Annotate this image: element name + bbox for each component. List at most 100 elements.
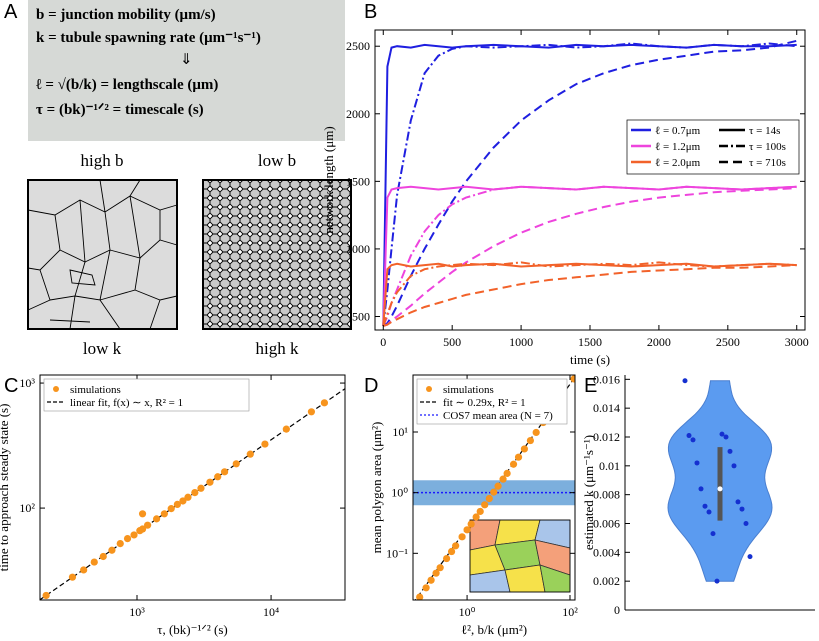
inset-cell [504,564,546,593]
axes-frame [39,374,346,601]
x-tick-label: 0 [380,335,386,349]
data-point [90,558,98,566]
line-series [382,262,797,326]
y-tick-label: 0 [614,603,620,617]
data-point [191,488,199,497]
data-point [476,507,484,516]
y-tick-label: 2500 [346,39,370,53]
inset-frame [469,519,571,593]
line-series [382,261,797,327]
y-tick-label: 0.006 [593,516,620,530]
data-point [307,408,316,416]
data-point [197,484,205,492]
data-point [698,486,704,492]
data-point [68,573,77,581]
image-caption: high b [81,151,124,170]
x-axis-label: time (s) [570,352,610,367]
data-point [714,578,720,584]
data-point [80,566,88,574]
y-axis-label: mean polygon area (μm²) [369,422,384,554]
image-caption: low k [83,339,122,358]
data-point [723,434,729,440]
x-axis-label: τ, (bk)⁻¹ᐟ² (s) [157,622,228,637]
line-series [382,264,797,327]
y-tick-label: 0.004 [593,545,620,559]
legend-label: ℓ = 2.0μm [655,157,701,169]
data-point [710,531,716,537]
y-tick-label: 10¹ [392,425,408,439]
y-tick-label: 0.008 [593,488,620,502]
data-point [452,542,460,550]
legend-label: fit ∼ 0.29x, R² = 1 [443,397,526,409]
data-point [436,564,444,572]
data-point [130,531,138,539]
data-point [432,569,440,577]
line-series [382,185,797,326]
x-tick-label: 10⁴ [263,605,279,619]
panel-label: E [584,375,597,397]
data-point [682,378,688,384]
data-point [503,469,511,477]
x-tick-label: 10⁰ [459,605,476,619]
data-point [138,510,147,518]
data-point [747,554,753,560]
legend-label: τ = 100s [749,141,786,153]
data-point [706,509,712,515]
definition: b = junction mobility (μm/s) [36,7,216,23]
panel-label: B [364,1,377,23]
data-point [246,450,254,458]
data-point [220,468,229,476]
y-tick-label: 0.002 [593,574,620,588]
data-point [282,425,290,433]
data-point [731,463,737,469]
y-tick-label: 0.012 [593,430,620,444]
data-point [173,500,181,509]
data-point [532,428,540,437]
axes-frame [374,29,806,331]
data-point [160,510,168,518]
y-tick-label: 10² [19,501,35,515]
data-point [184,493,192,501]
y-tick-label: 10³ [19,376,35,390]
x-tick-label: 2500 [716,335,740,349]
data-point [232,460,240,468]
legend-label: simulations [70,384,121,396]
data-point [509,460,518,468]
y-tick-label: 10⁻¹ [386,546,408,560]
y-axis-label: estimated k (μm⁻¹s⁻¹) [581,435,596,550]
data-point [472,513,480,521]
panel-label: A [4,1,18,23]
y-tick-label: 500 [352,309,370,323]
legend-label: COS7 mean area (N = 7) [443,410,553,422]
definition: ⇓ [180,52,193,68]
y-axis-label: time to approach steady state (s) [0,404,11,572]
axes-frame [412,374,576,601]
image-caption: low b [258,151,296,170]
y-tick-label: 1500 [346,174,370,188]
data-point [416,593,424,600]
y-tick-label: 0.01 [599,459,620,473]
panel-label: D [364,375,378,397]
x-axis-label: ℓ², b/k (μm²) [461,622,527,637]
x-tick-label: 500 [443,335,461,349]
legend-label: linear fit, f(x) ∼ x, R² = 1 [70,397,183,409]
data-point [499,475,507,483]
data-point [727,448,733,454]
network-image [27,179,178,330]
data-point [520,445,529,453]
line-series [382,43,797,326]
x-tick-label: 10³ [129,605,145,619]
x-tick-label: 1000 [509,335,533,349]
line-series [382,39,797,327]
data-point [719,431,725,437]
data-point [467,520,475,528]
data-point [116,539,124,548]
data-point [261,440,269,448]
data-point [690,437,696,443]
data-point [463,526,471,534]
data-point [447,547,456,556]
data-point [686,433,692,439]
plot-area [382,39,797,327]
data-point [702,503,708,509]
data-point [570,375,575,383]
